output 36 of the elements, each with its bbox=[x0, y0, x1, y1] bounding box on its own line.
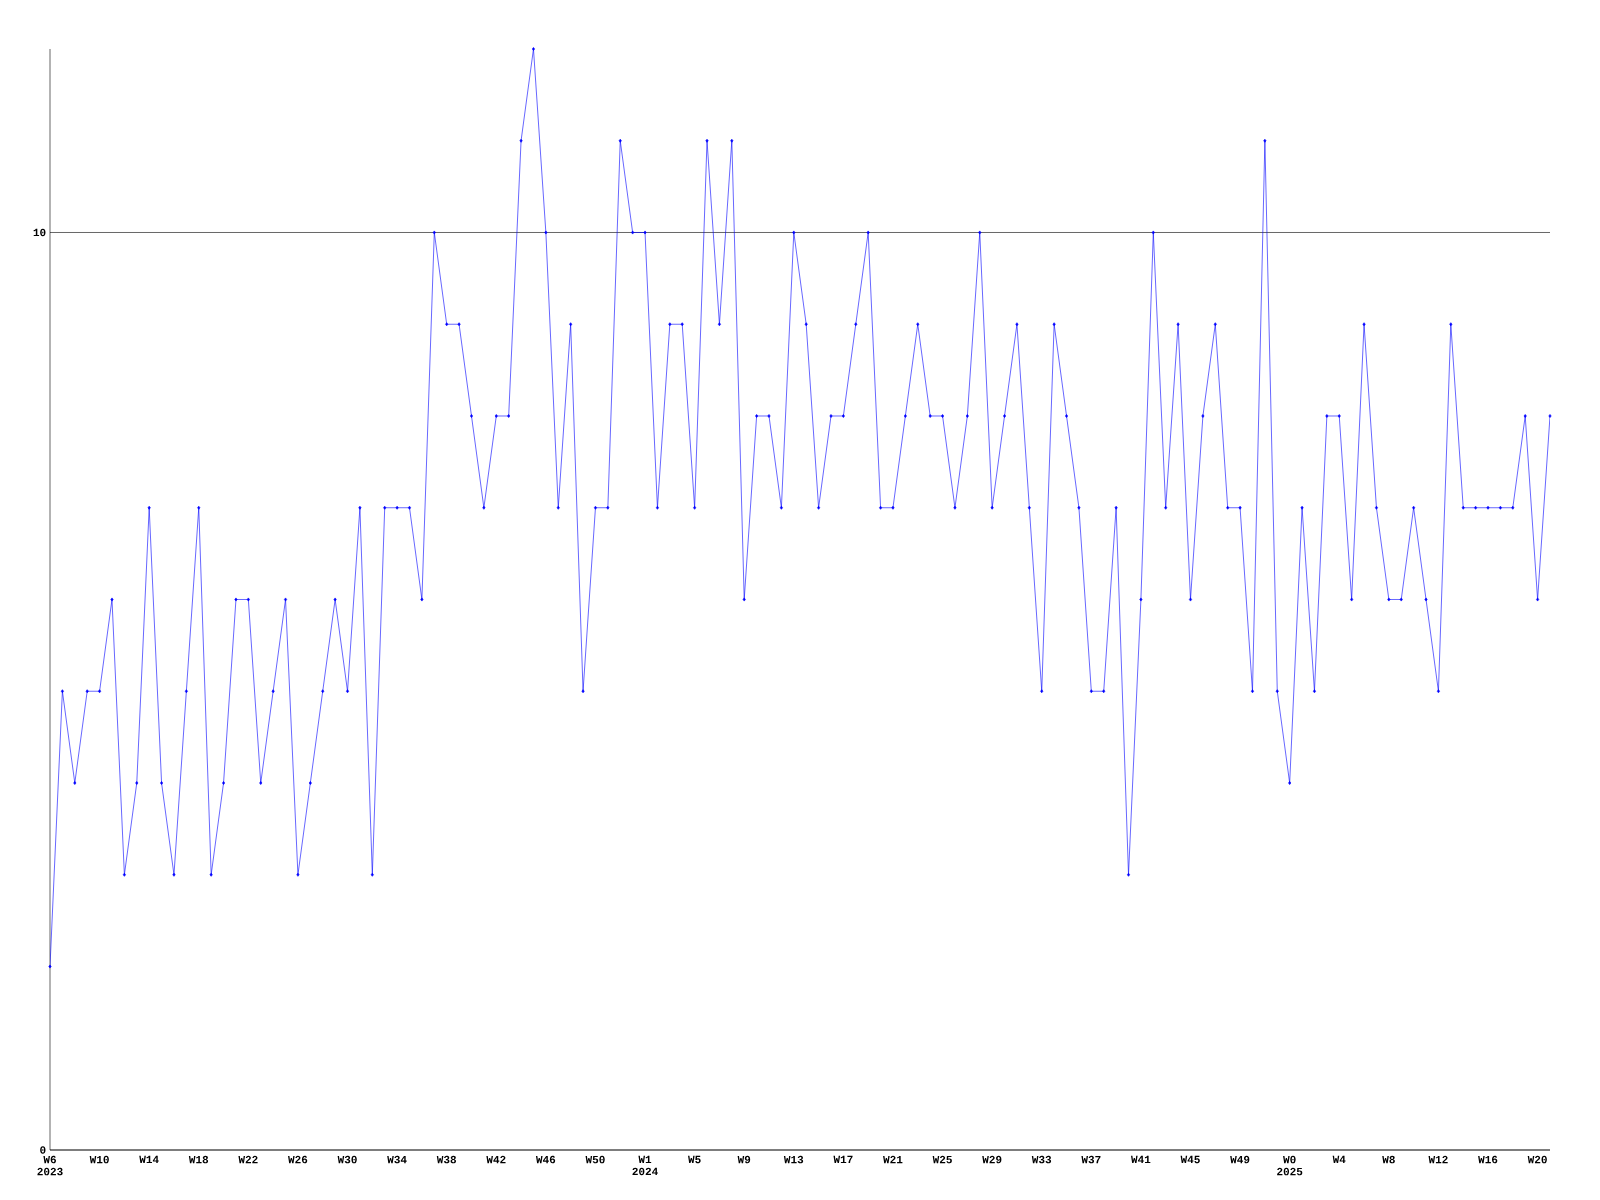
x-tick-label: W12 bbox=[1428, 1155, 1448, 1164]
x-tick-label: W6 bbox=[43, 1155, 56, 1164]
x-tick-label: W34 bbox=[387, 1155, 407, 1164]
x-tick-label: W8 bbox=[1382, 1155, 1395, 1164]
x-tick-label: W10 bbox=[89, 1155, 109, 1164]
x-tick-label: W46 bbox=[535, 1155, 556, 1164]
x-tick-label: W26 bbox=[288, 1155, 308, 1164]
x-tick-label: W18 bbox=[188, 1155, 209, 1164]
x-tick-label: W22 bbox=[238, 1155, 258, 1164]
x-tick-label: W38 bbox=[436, 1155, 456, 1164]
x-tick-label: W41 bbox=[1131, 1155, 1151, 1164]
x-tick-label: W13 bbox=[783, 1155, 804, 1164]
text: 2025 bbox=[1277, 1167, 1303, 1176]
text: 2024 bbox=[632, 1167, 658, 1176]
x-tick-label: W16 bbox=[1478, 1155, 1498, 1164]
text: 2023 bbox=[37, 1167, 63, 1176]
x-tick-label: W9 bbox=[737, 1155, 751, 1164]
x-tick-label: W21 bbox=[883, 1155, 903, 1164]
x-tick-label: W14 bbox=[139, 1155, 159, 1164]
x-tick-label: W42 bbox=[486, 1155, 506, 1164]
x-tick-label: W1 bbox=[638, 1155, 652, 1164]
x-tick-label: W17 bbox=[833, 1155, 853, 1164]
x-tick-label: W20 bbox=[1527, 1155, 1547, 1164]
x-tick-label: W29 bbox=[982, 1155, 1002, 1164]
x-tick-label: W25 bbox=[932, 1155, 952, 1164]
x-tick-label: W37 bbox=[1081, 1155, 1101, 1164]
x-tick-label: W0 bbox=[1283, 1155, 1296, 1164]
y-tick-label: 10 bbox=[33, 228, 46, 237]
x-tick-label: W30 bbox=[337, 1155, 357, 1164]
x-tick-label: W49 bbox=[1230, 1155, 1250, 1164]
x-tick-label: W50 bbox=[585, 1155, 605, 1164]
x-tick-label: W45 bbox=[1180, 1155, 1200, 1164]
x-tick-label: W5 bbox=[688, 1155, 701, 1164]
x-tick-label: W4 bbox=[1332, 1155, 1346, 1164]
y-tick-label: 0 bbox=[40, 1146, 46, 1154]
x-tick-label: W33 bbox=[1031, 1155, 1052, 1164]
